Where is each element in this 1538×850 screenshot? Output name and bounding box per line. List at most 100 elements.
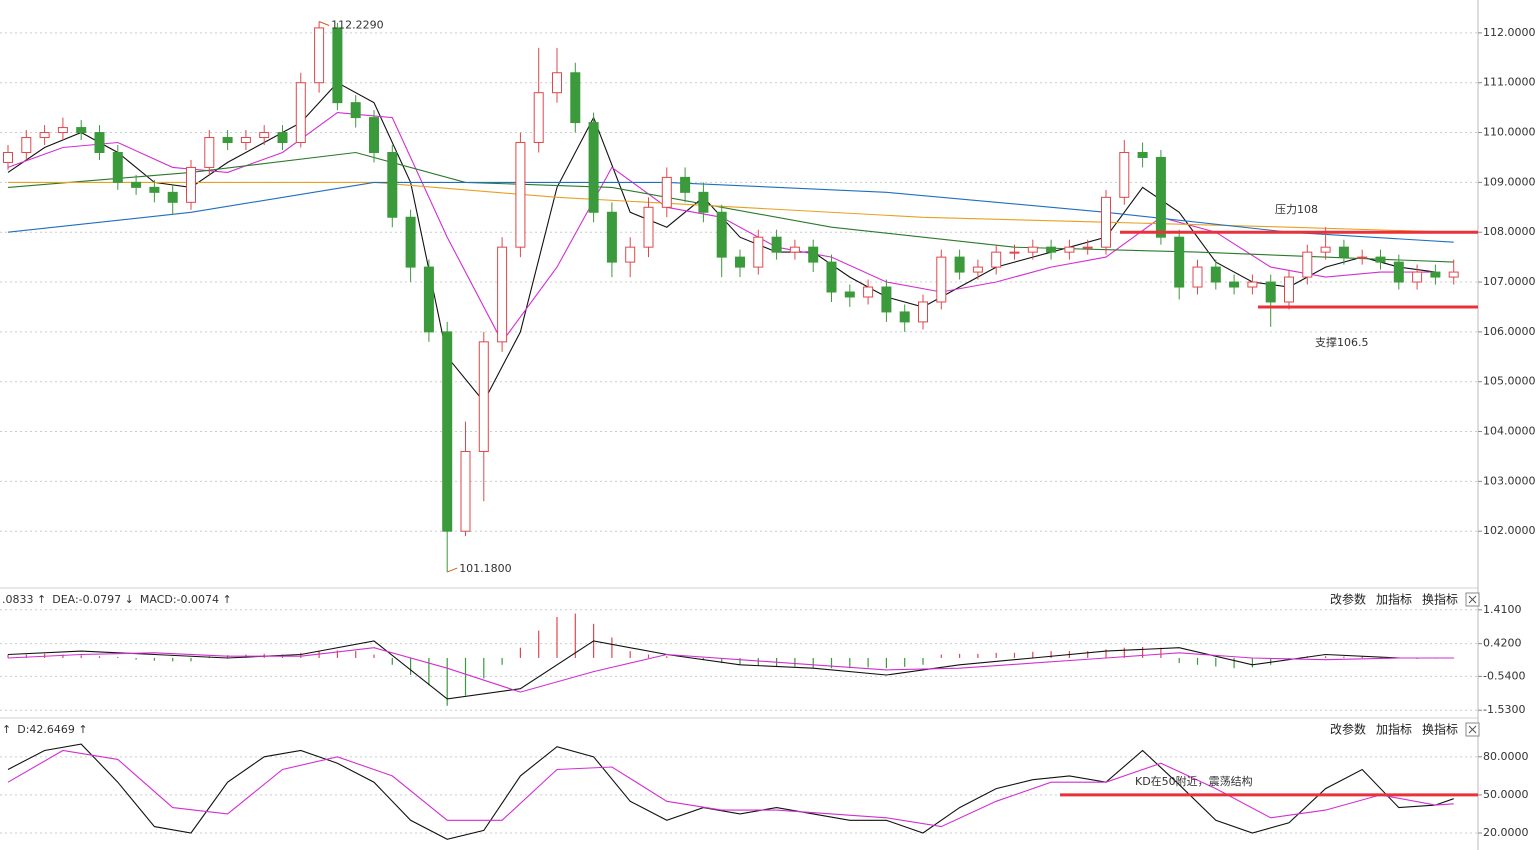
y-tick-label: 112.0000 — [1483, 26, 1536, 39]
indicator-line — [7, 749, 1454, 828]
candle-body — [1265, 281, 1276, 303]
candle-body — [570, 72, 581, 124]
candle-body — [680, 176, 691, 193]
close-icon — [1468, 725, 1477, 734]
extreme-pointer — [447, 567, 458, 573]
y-tick-label: 105.0000 — [1483, 375, 1536, 388]
y-tick-label: 103.0000 — [1483, 474, 1536, 487]
indicator-value: ↑ — [2, 723, 11, 736]
candle-body — [1375, 256, 1386, 263]
candle-body — [314, 27, 325, 84]
y-tick-label: 102.0000 — [1483, 524, 1536, 537]
indicator-button[interactable]: 改参数 — [1330, 592, 1366, 607]
indicator-button[interactable]: 换指标 — [1422, 722, 1458, 737]
candle-body — [39, 132, 50, 139]
extreme-pointer — [318, 21, 330, 26]
extreme-label: 101.1800 — [459, 562, 512, 575]
candle-body — [1430, 271, 1441, 278]
y-tick-label: 109.0000 — [1483, 175, 1536, 188]
candle-body — [149, 186, 160, 193]
indicator-line — [7, 647, 1454, 693]
candle-body — [350, 102, 361, 119]
candle-body — [972, 266, 983, 273]
candle-body — [423, 266, 434, 333]
y-tick-label: 111.0000 — [1483, 76, 1536, 89]
candle-body — [332, 27, 343, 104]
y-tick-label: 0.4200 — [1483, 637, 1522, 650]
candle-body — [899, 311, 910, 323]
candle-body — [497, 246, 508, 343]
indicator-value: .0833 ↑ — [2, 593, 46, 606]
candle-body — [716, 211, 727, 258]
candle-body — [1119, 151, 1130, 198]
candle-body — [387, 151, 398, 218]
candle-body — [1210, 266, 1221, 283]
candle-body — [789, 246, 800, 253]
candle-body — [21, 137, 32, 153]
candle-body — [1448, 271, 1459, 278]
candle-body — [1082, 246, 1093, 249]
candle-body — [1137, 151, 1148, 158]
candle-body — [186, 166, 196, 203]
candle-body — [204, 137, 215, 168]
indicator-button[interactable]: 加指标 — [1376, 722, 1412, 737]
candle-body — [1027, 246, 1038, 253]
candle-body — [460, 450, 471, 532]
candle-body — [1229, 281, 1240, 288]
y-tick-label: 104.0000 — [1483, 425, 1536, 438]
candle-body — [57, 127, 68, 134]
candle-body — [277, 132, 288, 144]
candle-body — [881, 286, 892, 313]
candle-body — [1247, 281, 1258, 288]
candle-body — [918, 301, 928, 323]
candle-body — [643, 206, 654, 248]
indicator-button[interactable]: 改参数 — [1330, 722, 1366, 737]
candle-body — [698, 191, 709, 213]
candle-body — [844, 291, 855, 298]
candle-body — [533, 92, 544, 144]
indicator-value: DEA:-0.0797 ↓ — [52, 593, 134, 606]
candle-body — [1284, 276, 1294, 303]
candle-body — [369, 117, 379, 153]
candle-body — [1101, 196, 1111, 248]
candle-body — [1155, 156, 1166, 238]
candle-body — [625, 246, 636, 263]
candle-body — [442, 331, 453, 532]
y-tick-label: 20.0000 — [1483, 826, 1529, 839]
candle-body — [753, 236, 764, 268]
indicator-value: MACD:-0.0074 ↑ — [140, 593, 232, 606]
candle-body — [808, 246, 819, 263]
candle-body — [552, 72, 562, 94]
indicator-button[interactable]: 换指标 — [1422, 592, 1458, 607]
level-label: KD在50附近，震荡结构 — [1135, 774, 1253, 788]
candle-body — [991, 251, 1002, 268]
candle-body — [112, 151, 123, 183]
level-label: 支撑106.5 — [1315, 335, 1369, 349]
candle-body — [167, 191, 178, 203]
candle-body — [295, 82, 306, 144]
candle-body — [94, 132, 105, 153]
y-tick-label: 108.0000 — [1483, 225, 1536, 238]
candle-body — [661, 176, 672, 208]
candle-body — [606, 211, 617, 263]
indicator-line — [7, 743, 1454, 840]
extreme-label: 112.2290 — [331, 18, 384, 31]
y-tick-label: 1.4100 — [1483, 603, 1522, 616]
candle-body — [863, 286, 874, 298]
indicator-line — [7, 151, 1454, 263]
candle-body — [478, 341, 489, 452]
candle-body — [1338, 246, 1349, 258]
y-tick-label: 110.0000 — [1483, 126, 1536, 139]
close-icon — [1468, 595, 1477, 604]
y-tick-label: 107.0000 — [1483, 275, 1536, 288]
y-tick-label: 80.0000 — [1483, 750, 1529, 763]
candle-body — [1393, 261, 1404, 283]
indicator-button[interactable]: 加指标 — [1376, 592, 1412, 607]
indicator-value: D:42.6469 ↑ — [17, 723, 87, 736]
y-tick-label: 50.0000 — [1483, 788, 1529, 801]
candle-body — [1009, 251, 1020, 254]
candle-body — [954, 256, 965, 273]
candle-body — [76, 127, 87, 134]
y-tick-label: -0.5400 — [1483, 669, 1525, 682]
